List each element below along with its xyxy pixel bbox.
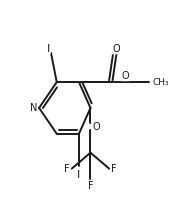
Text: F: F — [111, 164, 117, 174]
Text: I: I — [47, 44, 50, 54]
Text: F: F — [64, 164, 70, 174]
Text: I: I — [77, 170, 81, 180]
Text: O: O — [112, 44, 120, 54]
Text: CH₃: CH₃ — [152, 78, 169, 87]
Text: F: F — [88, 182, 93, 191]
Text: O: O — [122, 71, 130, 81]
Text: N: N — [30, 103, 37, 113]
Text: O: O — [92, 122, 100, 132]
